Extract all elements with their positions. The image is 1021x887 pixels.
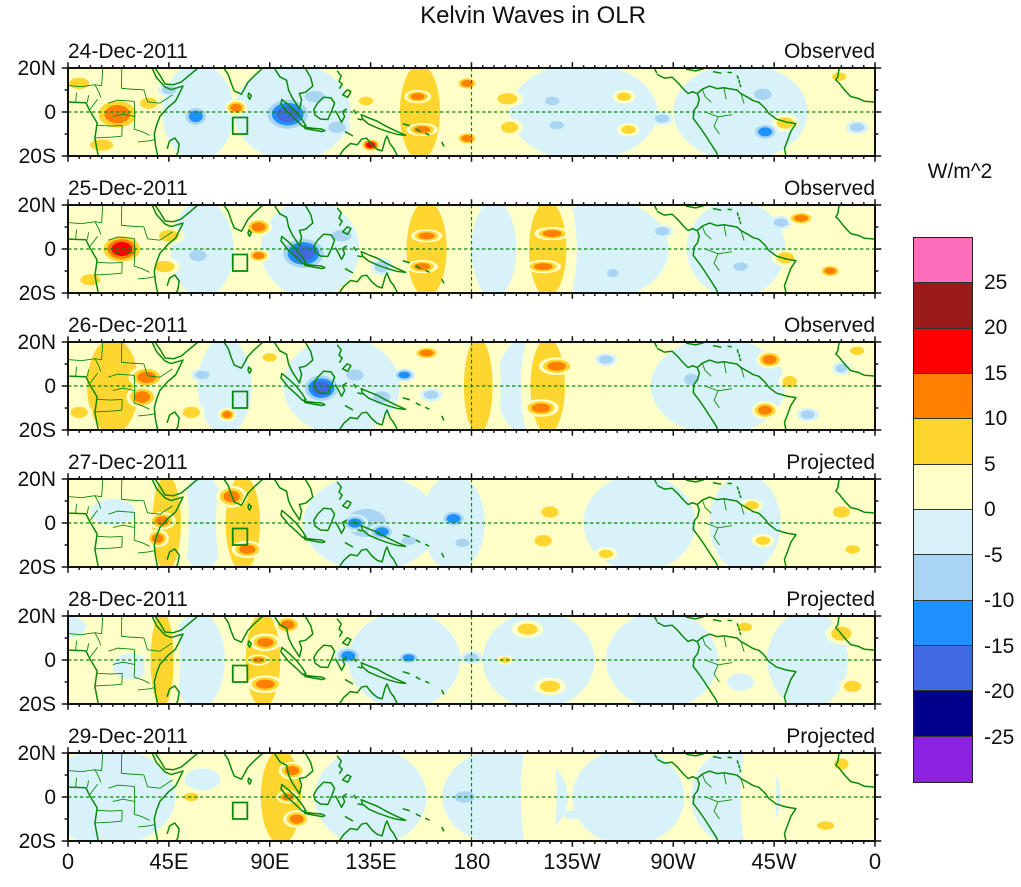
- colorbar-unit-label: W/m^2: [927, 160, 993, 183]
- colorbar-swatch: [914, 691, 972, 737]
- y-tick-0: 0: [44, 238, 56, 261]
- panel-1-source: Observed: [783, 40, 875, 63]
- x-tick-45w: 45W: [751, 849, 797, 874]
- colorbar-tick: 0: [984, 498, 996, 521]
- y-tick-20s: 20S: [18, 556, 56, 579]
- x-tick-45e: 45E: [149, 849, 189, 874]
- colorbar-tick: -20: [984, 680, 1015, 703]
- panel-2: 25-Dec-2011 Observed 20N 0 20S: [0, 177, 1021, 305]
- colorbar-swatch: [914, 283, 972, 329]
- y-tick-0: 0: [44, 649, 56, 672]
- panel-2-date: 25-Dec-2011: [68, 177, 188, 200]
- contour-map-4: [68, 479, 875, 567]
- contour-map-2: [68, 205, 875, 293]
- colorbar-swatch: [914, 328, 972, 374]
- colorbar-swatch: [914, 600, 972, 646]
- x-tick-90w: 90W: [650, 849, 696, 874]
- y-tick-20n: 20N: [17, 742, 56, 765]
- colorbar-swatch: [914, 509, 972, 556]
- y-tick-0: 0: [44, 101, 56, 124]
- colorbar-swatch: [914, 464, 972, 510]
- y-tick-20n: 20N: [17, 605, 56, 628]
- contour-map-6: [68, 753, 875, 841]
- colorbar-swatch: [914, 373, 972, 420]
- contour-map-3: [68, 342, 875, 430]
- panel-5: 28-Dec-2011 Projected 20N 0 20S: [0, 588, 1021, 716]
- colorbar-swatch: [914, 736, 972, 782]
- panel-4: 27-Dec-2011 Projected 20N 0 20S: [0, 451, 1021, 579]
- colorbar-tick: 20: [984, 316, 1008, 339]
- x-tick-180: 180: [453, 849, 491, 874]
- panel-6: 29-Dec-2011 Projected 20N 0 20S: [0, 725, 1021, 853]
- panel-3-date: 26-Dec-2011: [68, 314, 188, 337]
- y-tick-20s: 20S: [18, 282, 56, 305]
- panel-5-source: Projected: [786, 588, 875, 611]
- panel-6-date: 29-Dec-2011: [68, 725, 188, 748]
- panel-2-source: Observed: [783, 177, 875, 200]
- colorbar: [913, 237, 973, 783]
- figure-title: Kelvin Waves in OLR: [420, 2, 646, 29]
- colorbar-tick: -25: [984, 725, 1015, 749]
- y-tick-20n: 20N: [17, 331, 56, 354]
- colorbar-tick: -10: [984, 589, 1015, 612]
- y-tick-20s: 20S: [18, 693, 56, 716]
- colorbar-swatch: [914, 555, 972, 601]
- x-tick-135e: 135E: [345, 849, 397, 874]
- colorbar-tick: 25: [984, 270, 1008, 294]
- x-tick-90e: 90E: [250, 849, 290, 874]
- x-tick-0a: 0: [61, 849, 75, 874]
- y-tick-20n: 20N: [17, 194, 56, 217]
- x-tick-0b: 0: [868, 849, 882, 874]
- colorbar-tick: -5: [984, 543, 1003, 567]
- panel-4-source: Projected: [786, 451, 875, 474]
- y-tick-0: 0: [44, 512, 56, 535]
- panel-3: 26-Dec-2011 Observed 20N 0 20S: [0, 314, 1021, 442]
- panel-4-date: 27-Dec-2011: [68, 451, 188, 474]
- panel-1-date: 24-Dec-2011: [68, 40, 188, 63]
- panel-6-source: Projected: [786, 725, 875, 748]
- panel-5-date: 28-Dec-2011: [68, 588, 188, 611]
- y-tick-0: 0: [44, 786, 56, 809]
- x-tick-135w: 135W: [543, 849, 601, 874]
- y-tick-20s: 20S: [18, 145, 56, 168]
- colorbar-tick: 15: [984, 361, 1008, 385]
- contour-map-1: [68, 68, 875, 156]
- colorbar-swatch: [914, 645, 972, 692]
- y-tick-0: 0: [44, 375, 56, 398]
- colorbar-tick: 5: [984, 452, 996, 476]
- colorbar-tick: -15: [984, 634, 1015, 658]
- contour-map-5: [68, 616, 875, 704]
- y-tick-20s: 20S: [18, 830, 56, 853]
- y-tick-20n: 20N: [17, 468, 56, 491]
- panel-3-source: Observed: [783, 314, 875, 337]
- colorbar-swatch: [914, 419, 972, 465]
- y-tick-20n: 20N: [17, 57, 56, 80]
- colorbar-tick: 10: [984, 407, 1008, 430]
- panel-1: 24-Dec-2011 Observed 20N 0 20S: [0, 40, 1021, 168]
- colorbar-swatch: [914, 238, 972, 284]
- y-tick-20s: 20S: [18, 419, 56, 442]
